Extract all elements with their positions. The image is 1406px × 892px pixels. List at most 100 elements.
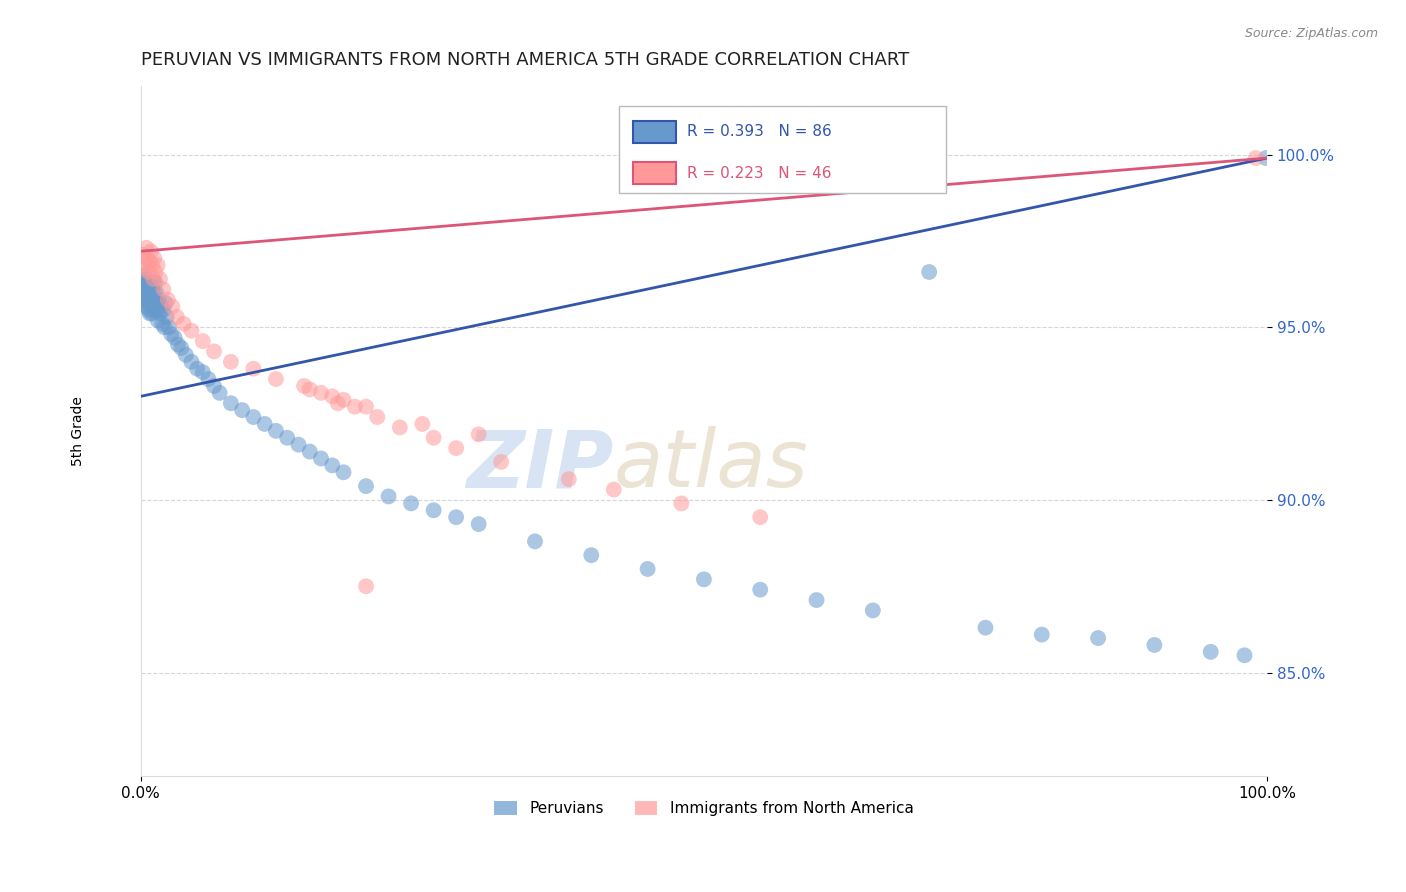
Point: [326, 396, 349, 410]
Point: [146, 313, 169, 327]
Bar: [633, 120, 676, 143]
Point: [156, 293, 179, 307]
Point: [138, 303, 160, 318]
Point: [197, 372, 219, 386]
Point: [139, 244, 162, 259]
Point: [162, 300, 184, 314]
Point: [134, 268, 156, 283]
Point: [637, 562, 659, 576]
Point: [170, 341, 193, 355]
Point: [180, 324, 202, 338]
Y-axis label: 5th Grade: 5th Grade: [72, 396, 86, 466]
Point: [264, 424, 287, 438]
Point: [135, 300, 157, 314]
Point: [134, 293, 156, 307]
Point: [202, 344, 225, 359]
Point: [136, 282, 159, 296]
Point: [1244, 151, 1267, 165]
Point: [231, 403, 253, 417]
Point: [321, 389, 343, 403]
Point: [749, 510, 772, 524]
Point: [1031, 627, 1053, 641]
Point: [1233, 648, 1256, 663]
Point: [167, 337, 190, 351]
Point: [145, 285, 167, 300]
Point: [1254, 151, 1277, 165]
Point: [918, 265, 941, 279]
Point: [145, 303, 167, 318]
Point: [155, 296, 177, 310]
Legend: Peruvians, Immigrants from North America: Peruvians, Immigrants from North America: [486, 794, 921, 824]
Point: [219, 396, 242, 410]
Point: [558, 472, 581, 486]
Point: [153, 320, 176, 334]
Point: [862, 603, 884, 617]
Point: [287, 437, 309, 451]
Point: [806, 593, 828, 607]
Point: [156, 310, 179, 324]
Point: [749, 582, 772, 597]
Point: [142, 276, 165, 290]
Point: [377, 490, 399, 504]
Point: [422, 431, 444, 445]
Point: [489, 455, 512, 469]
Point: [141, 306, 163, 320]
Point: [1087, 631, 1109, 645]
Point: [219, 355, 242, 369]
Text: Source: ZipAtlas.com: Source: ZipAtlas.com: [1244, 27, 1378, 40]
Point: [671, 496, 693, 510]
Point: [173, 317, 195, 331]
Point: [146, 296, 169, 310]
Point: [242, 410, 264, 425]
Point: [145, 265, 167, 279]
Point: [191, 365, 214, 379]
Point: [298, 444, 321, 458]
Point: [1199, 645, 1222, 659]
Text: ZIP: ZIP: [467, 426, 614, 504]
Point: [309, 385, 332, 400]
Point: [149, 272, 172, 286]
Point: [253, 417, 276, 431]
Point: [148, 293, 170, 307]
Point: [1143, 638, 1166, 652]
Text: R = 0.393   N = 86: R = 0.393 N = 86: [688, 124, 832, 139]
Point: [693, 572, 716, 586]
Text: PERUVIAN VS IMMIGRANTS FROM NORTH AMERICA 5TH GRADE CORRELATION CHART: PERUVIAN VS IMMIGRANTS FROM NORTH AMERIC…: [141, 51, 910, 69]
Point: [145, 276, 167, 290]
Point: [163, 330, 186, 344]
Point: [150, 300, 173, 314]
Point: [298, 383, 321, 397]
Point: [143, 285, 166, 300]
Point: [332, 465, 354, 479]
Point: [264, 372, 287, 386]
Point: [143, 251, 166, 265]
Point: [142, 272, 165, 286]
Point: [309, 451, 332, 466]
Text: atlas: atlas: [614, 426, 808, 504]
Point: [603, 483, 626, 497]
Point: [145, 296, 167, 310]
Point: [152, 282, 174, 296]
Point: [138, 285, 160, 300]
Point: [132, 276, 155, 290]
Point: [135, 272, 157, 286]
Point: [138, 276, 160, 290]
Point: [134, 282, 156, 296]
Point: [143, 303, 166, 318]
Point: [160, 327, 183, 342]
Point: [467, 517, 489, 532]
Point: [139, 296, 162, 310]
Point: [180, 355, 202, 369]
Point: [135, 241, 157, 255]
Point: [186, 361, 208, 376]
Point: [157, 320, 180, 334]
Point: [139, 276, 162, 290]
Point: [343, 400, 366, 414]
Point: [139, 306, 162, 320]
Point: [366, 410, 388, 425]
Point: [354, 400, 377, 414]
Point: [139, 254, 162, 268]
Point: [191, 334, 214, 348]
Point: [150, 317, 173, 331]
Point: [208, 385, 231, 400]
